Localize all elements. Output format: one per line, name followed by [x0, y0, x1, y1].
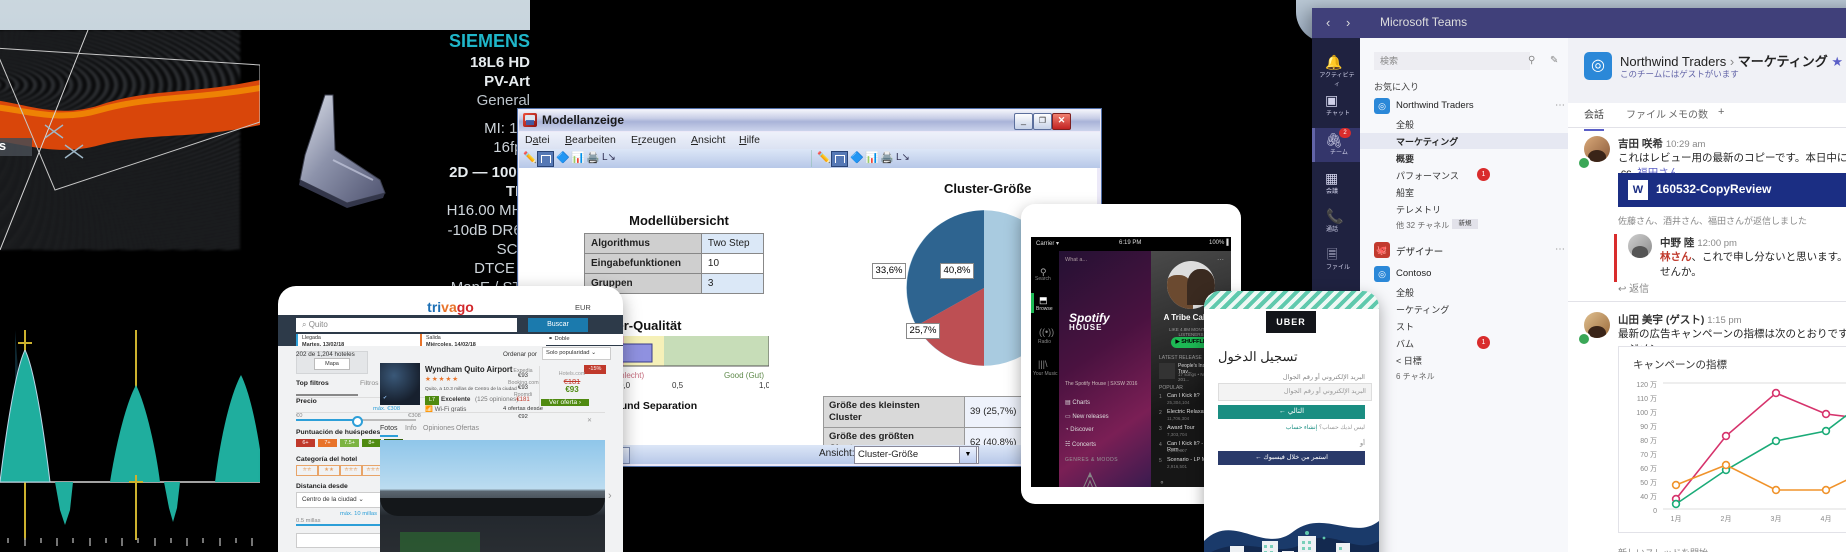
svg-text:110 万: 110 万	[1637, 395, 1657, 403]
svg-text:60 万: 60 万	[1640, 465, 1657, 473]
svg-text:80 万: 80 万	[1640, 437, 1657, 445]
svg-text:1月: 1月	[1671, 515, 1682, 523]
svg-text:0: 0	[1653, 508, 1657, 515]
svg-text:100 万: 100 万	[1636, 409, 1657, 417]
svg-text:4月: 4月	[1821, 515, 1832, 523]
svg-text:1,0: 1,0	[759, 381, 769, 390]
svg-text:70 万: 70 万	[1640, 451, 1657, 459]
svg-text:3月: 3月	[1771, 515, 1782, 523]
svg-text:50 万: 50 万	[1640, 479, 1657, 487]
svg-text:0,5: 0,5	[672, 381, 684, 390]
svg-text:90 万: 90 万	[1640, 423, 1657, 431]
svg-text:120 万: 120 万	[1636, 381, 1657, 389]
svg-text:Good (Gut): Good (Gut)	[724, 371, 764, 380]
svg-text:2月: 2月	[1721, 515, 1732, 523]
svg-text:40 万: 40 万	[1640, 493, 1657, 501]
